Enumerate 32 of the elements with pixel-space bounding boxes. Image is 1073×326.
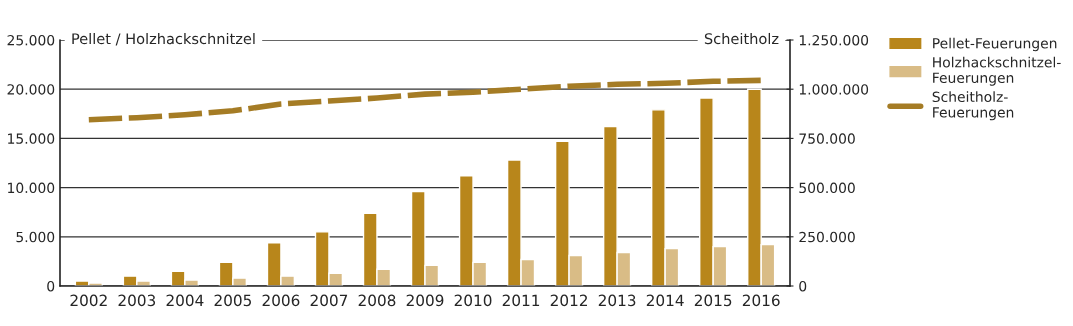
y-tick-label: 25.000 — [7, 34, 55, 46]
legend-label: Pellet-Feuerungen — [933, 37, 1057, 52]
x-tick-label: 2009 — [406, 294, 444, 307]
y-tick-label: 5.000 — [16, 231, 55, 243]
x-tick-label: 2002 — [70, 294, 107, 307]
x-tick-label: 2016 — [742, 294, 780, 307]
x-tick-label: 2012 — [550, 294, 587, 307]
y-axis-title: Pellet / Holzhackschnitzel — [72, 32, 255, 46]
y-tick-label: 0 — [47, 280, 55, 292]
x-tick-label: 2004 — [166, 294, 204, 307]
x-tick-label: 2003 — [118, 294, 156, 307]
legend-label: Scheitholz- Feuerungen — [932, 91, 1014, 121]
x-tick-label: 2005 — [214, 294, 251, 307]
y-tick-label: 10.000 — [8, 182, 55, 194]
x-tick-label: 2015 — [694, 294, 732, 307]
x-tick-label: 2013 — [598, 294, 636, 307]
x-tick-label: 2007 — [310, 294, 348, 307]
y2-tick-label: 250.000 — [799, 231, 855, 243]
y2-tick-label: 1.000.000 — [799, 84, 869, 95]
legend-label: Holzhackschnitzel- Feuerungen — [933, 56, 1061, 86]
x-tick-label: 2008 — [358, 294, 396, 307]
y2-tick-label: 0 — [799, 280, 807, 292]
x-tick-label: 2006 — [262, 294, 300, 307]
y2-tick-label: 500.000 — [799, 182, 855, 194]
y-tick-label: 15.000 — [8, 133, 55, 144]
y2-tick-label: 750.000 — [799, 133, 855, 144]
x-tick-label: 2011 — [502, 294, 540, 307]
y2-tick-label: 1.250.000 — [799, 34, 869, 46]
x-tick-label: 2010 — [454, 294, 492, 307]
x-tick-label: 2014 — [646, 294, 684, 307]
y2-axis-title: Scheitholz — [704, 32, 779, 45]
y-tick-label: 20.000 — [7, 84, 55, 95]
